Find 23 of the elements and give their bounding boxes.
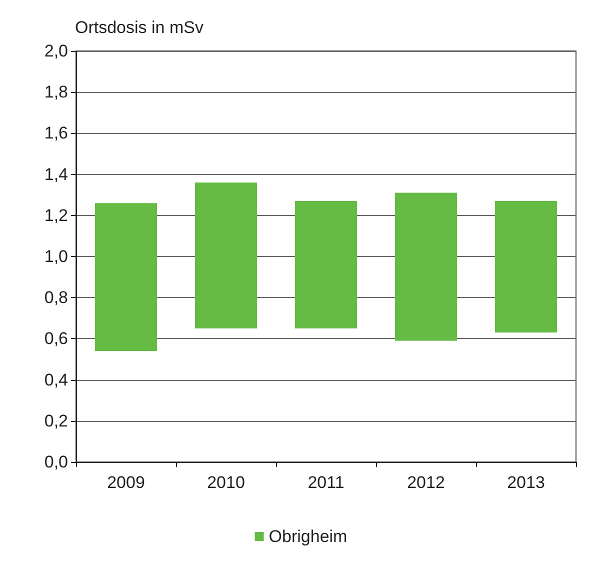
- y-tick-label: 2,0: [44, 42, 68, 60]
- y-tick-label: 0,0: [44, 452, 68, 472]
- x-tick-label: 2010: [207, 473, 245, 492]
- y-tick-label: 0,2: [44, 411, 68, 430]
- bar: [395, 192, 457, 341]
- bar: [195, 182, 257, 328]
- y-tick-label: 1,4: [44, 164, 68, 184]
- y-tick-label: 0,8: [44, 288, 68, 308]
- bar: [495, 201, 557, 333]
- y-tick-label: 0,6: [44, 329, 68, 348]
- bar: [295, 201, 357, 328]
- x-tick-label: 2011: [308, 473, 344, 492]
- x-tick-label: 2012: [407, 473, 445, 492]
- y-tick-label: 1,2: [44, 206, 68, 225]
- x-tick-label: 2013: [507, 473, 545, 492]
- y-tick-label: 1,0: [44, 247, 68, 266]
- y-tick-label: 1,8: [44, 82, 68, 102]
- y-tick-label: 0,4: [44, 370, 68, 390]
- y-tick-label: 1,6: [44, 124, 68, 143]
- x-tick-label: 2009: [107, 473, 145, 492]
- y-axis-title: Ortsdosis in mSv: [75, 18, 204, 37]
- bar: [95, 203, 157, 352]
- legend-label: Obrigheim: [268, 527, 348, 546]
